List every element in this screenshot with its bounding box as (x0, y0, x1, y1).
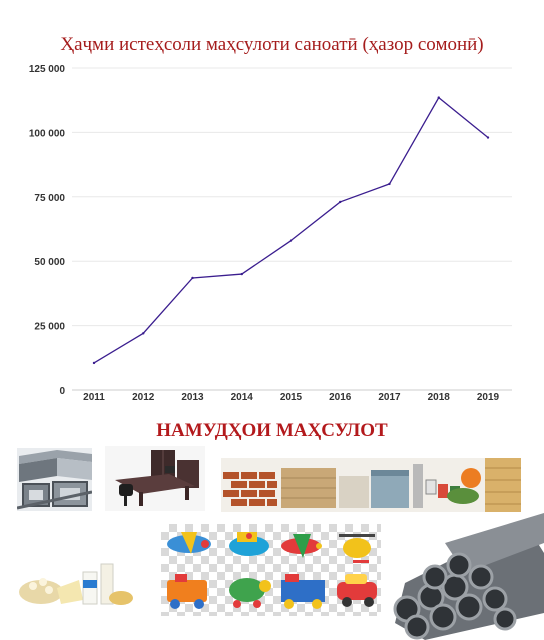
x-tick-label: 2014 (231, 392, 254, 403)
x-tick-label: 2017 (378, 392, 401, 403)
steel-pipes-photo (385, 513, 544, 640)
y-tick-label: 125 000 (29, 64, 66, 75)
y-tick-label: 25 000 (34, 322, 65, 333)
y-tick-label: 100 000 (29, 128, 66, 139)
y-axis-ticks: 0 25 000 50 000 75 000 100 000 125 000 (29, 64, 66, 397)
data-point (240, 272, 243, 276)
x-axis-ticks: 2011 2012 2013 2014 2015 2016 2017 2018 2019 (83, 392, 499, 403)
data-point (289, 239, 293, 242)
dairy-products-photo (17, 558, 135, 610)
x-tick-label: 2019 (477, 392, 500, 403)
data-point (486, 136, 490, 139)
data-point (388, 182, 391, 186)
data-point (92, 361, 96, 365)
data-points (92, 96, 490, 365)
x-tick-label: 2012 (132, 392, 155, 403)
office-furniture-photo (105, 446, 205, 511)
series-line (93, 96, 489, 364)
y-tick-label: 50 000 (34, 257, 65, 268)
y-tick-label: 75 000 (34, 193, 65, 204)
y-tick-label: 0 (59, 386, 65, 397)
data-point (437, 96, 440, 99)
toys-photo (161, 524, 381, 616)
building-materials-photo (221, 458, 521, 512)
section-title: НАМУДҲОИ МАҲСУЛОТ (156, 420, 388, 441)
x-tick-label: 2013 (181, 392, 204, 403)
x-tick-label: 2018 (428, 392, 451, 403)
chart-title: Ҳаҷми истеҳсоли маҳсулоти саноатӣ (ҳазор… (60, 34, 484, 55)
steel-profiles-photo (17, 448, 92, 511)
x-tick-label: 2015 (280, 392, 303, 403)
data-point (142, 332, 145, 335)
data-point (191, 276, 194, 280)
x-tick-label: 2016 (329, 392, 352, 403)
x-tick-label: 2011 (83, 392, 105, 403)
data-point (339, 200, 342, 204)
grid-layer (72, 67, 512, 391)
